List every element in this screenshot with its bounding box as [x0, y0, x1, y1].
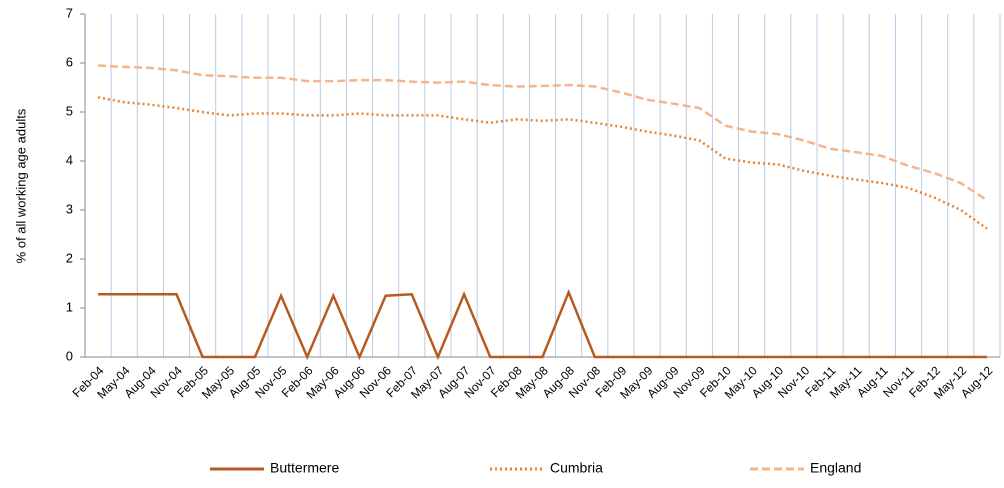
line-series	[98, 288, 987, 361]
legend-label: England	[810, 460, 861, 476]
y-tick-label: 1	[66, 299, 73, 314]
y-tick-label: 2	[66, 250, 73, 265]
line-series	[98, 64, 988, 202]
y-axis-label: % of all working age adults	[13, 108, 28, 263]
y-tick-label: 0	[66, 348, 73, 363]
line-series	[97, 96, 988, 230]
legend-label: Buttermere	[270, 460, 339, 476]
y-tick-label: 7	[66, 5, 73, 20]
legend-label: Cumbria	[550, 460, 603, 476]
y-tick-label: 5	[66, 103, 73, 118]
y-tick-label: 3	[66, 201, 73, 216]
y-tick-label: 4	[66, 152, 73, 167]
y-tick-label: 6	[66, 54, 73, 69]
